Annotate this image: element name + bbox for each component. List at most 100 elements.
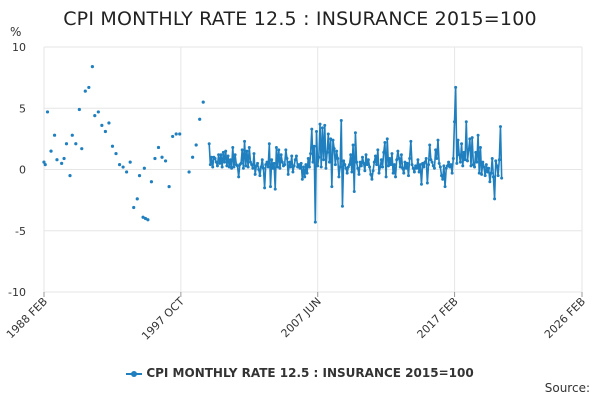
data-point: [417, 170, 421, 174]
data-point: [498, 125, 502, 129]
data-point: [458, 160, 462, 164]
data-point: [178, 132, 182, 136]
data-point: [346, 165, 350, 169]
data-point: [496, 174, 500, 178]
data-point: [392, 163, 396, 167]
data-point: [257, 168, 261, 171]
data-point: [493, 197, 497, 201]
data-point: [360, 155, 364, 159]
data-point: [428, 143, 432, 147]
data-point: [258, 174, 262, 178]
data-point: [49, 149, 53, 153]
x-tick-label: 2017 FEB: [415, 295, 461, 341]
data-point: [232, 165, 236, 169]
data-point: [247, 145, 251, 149]
data-point: [418, 163, 422, 167]
data-point: [256, 161, 260, 165]
data-point: [213, 156, 217, 160]
data-point: [352, 190, 356, 194]
data-point: [468, 137, 472, 141]
data-point: [298, 166, 302, 170]
data-point: [331, 138, 335, 142]
data-point: [201, 100, 205, 104]
legend[interactable]: CPI MONTHLY RATE 12.5 : INSURANCE 2015=1…: [0, 366, 600, 380]
data-point: [171, 134, 175, 139]
data-point: [441, 177, 445, 181]
data-point: [339, 119, 343, 122]
data-point: [402, 171, 406, 175]
data-point: [273, 187, 277, 191]
data-point: [451, 156, 455, 160]
data-point: [294, 154, 298, 158]
data-point: [62, 156, 66, 161]
data-point: [385, 137, 389, 141]
data-point: [267, 142, 271, 146]
data-point: [280, 160, 284, 164]
x-tick-label: 1988 FEB: [4, 295, 50, 341]
data-point: [357, 172, 361, 176]
data-point: [160, 155, 164, 159]
data-point: [315, 130, 319, 134]
data-point: [345, 171, 349, 175]
y-axis-ticks: 10 5 0 -5 -10: [8, 41, 26, 299]
data-point: [475, 160, 479, 164]
data-point: [252, 152, 256, 156]
data-point: [332, 147, 336, 151]
data-point: [355, 160, 359, 164]
data-point: [278, 166, 282, 170]
data-point: [146, 218, 150, 222]
data-point: [429, 158, 433, 162]
data-point: [372, 160, 376, 164]
data-point: [156, 145, 161, 150]
data-point: [386, 164, 390, 168]
data-point: [431, 164, 435, 168]
data-point: [423, 160, 427, 164]
data-point: [461, 164, 465, 168]
data-point: [411, 166, 415, 170]
data-point: [356, 166, 360, 170]
data-point: [137, 174, 142, 178]
data-point: [208, 163, 212, 167]
data-point: [226, 154, 230, 158]
data-point: [419, 182, 423, 186]
data-point: [240, 148, 244, 152]
data-point: [495, 164, 499, 168]
x-tick-label: 2026 FEB: [542, 295, 588, 341]
data-point: [225, 164, 229, 168]
data-point: [452, 120, 456, 124]
data-point: [254, 164, 258, 168]
y-tick-label: 10: [12, 41, 26, 54]
data-point: [52, 133, 57, 137]
data-point: [245, 149, 249, 153]
data-point: [375, 163, 379, 167]
data-point: [80, 147, 84, 151]
data-point: [330, 185, 334, 189]
data-point: [454, 85, 458, 89]
data-point: [432, 166, 436, 170]
data-point: [100, 123, 104, 127]
x-axis-ticks: 1988 FEB 1997 OCT 2007 JUN 2017 FEB 2026 FEB: [4, 292, 588, 343]
data-point: [325, 150, 329, 154]
data-point: [287, 160, 291, 164]
data-point: [306, 156, 310, 160]
data-point: [406, 174, 410, 178]
data-point: [215, 164, 219, 168]
data-point: [450, 171, 454, 175]
data-point: [143, 216, 148, 221]
data-point: [397, 156, 401, 160]
data-point: [421, 161, 425, 165]
y-axis-unit: %: [10, 25, 21, 39]
data-point: [430, 160, 434, 164]
data-point: [478, 145, 482, 149]
data-point: [235, 164, 239, 168]
data-point: [230, 166, 234, 170]
data-point: [284, 148, 288, 152]
data-point: [251, 166, 255, 170]
data-point: [455, 161, 459, 165]
legend-label: CPI MONTHLY RATE 12.5 : INSURANCE 2015=1…: [146, 366, 474, 380]
data-point: [395, 158, 399, 162]
data-point: [198, 117, 202, 121]
data-point: [141, 215, 145, 219]
data-point: [45, 110, 50, 114]
